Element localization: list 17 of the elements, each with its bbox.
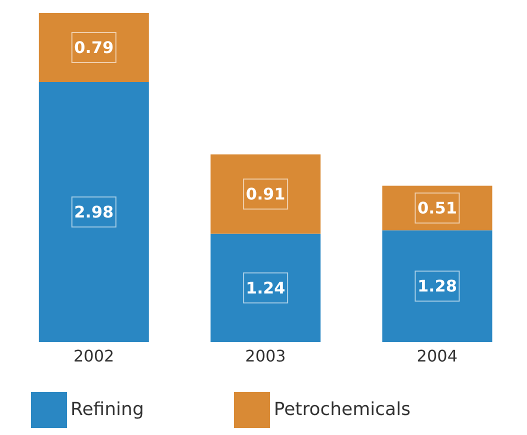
x-tick-label: 2002	[73, 346, 114, 366]
data-label: 0.79	[74, 38, 114, 57]
data-label: 1.24	[246, 278, 286, 298]
data-label: 0.91	[246, 184, 286, 204]
bar	[210, 154, 321, 234]
x-tick-label: 2003	[245, 346, 286, 366]
data-label: 2.98	[74, 202, 114, 222]
data-label: 0.51	[417, 198, 457, 218]
bar	[38, 13, 149, 82]
x-tick-label: 2004	[416, 346, 458, 366]
bar	[382, 186, 492, 230]
bar	[210, 234, 321, 342]
bar	[38, 82, 149, 342]
legend-label: Petrochemicals	[274, 398, 410, 420]
legend-label: Refining	[70, 398, 144, 420]
bar	[382, 230, 492, 342]
data-label: 1.28	[417, 276, 457, 296]
